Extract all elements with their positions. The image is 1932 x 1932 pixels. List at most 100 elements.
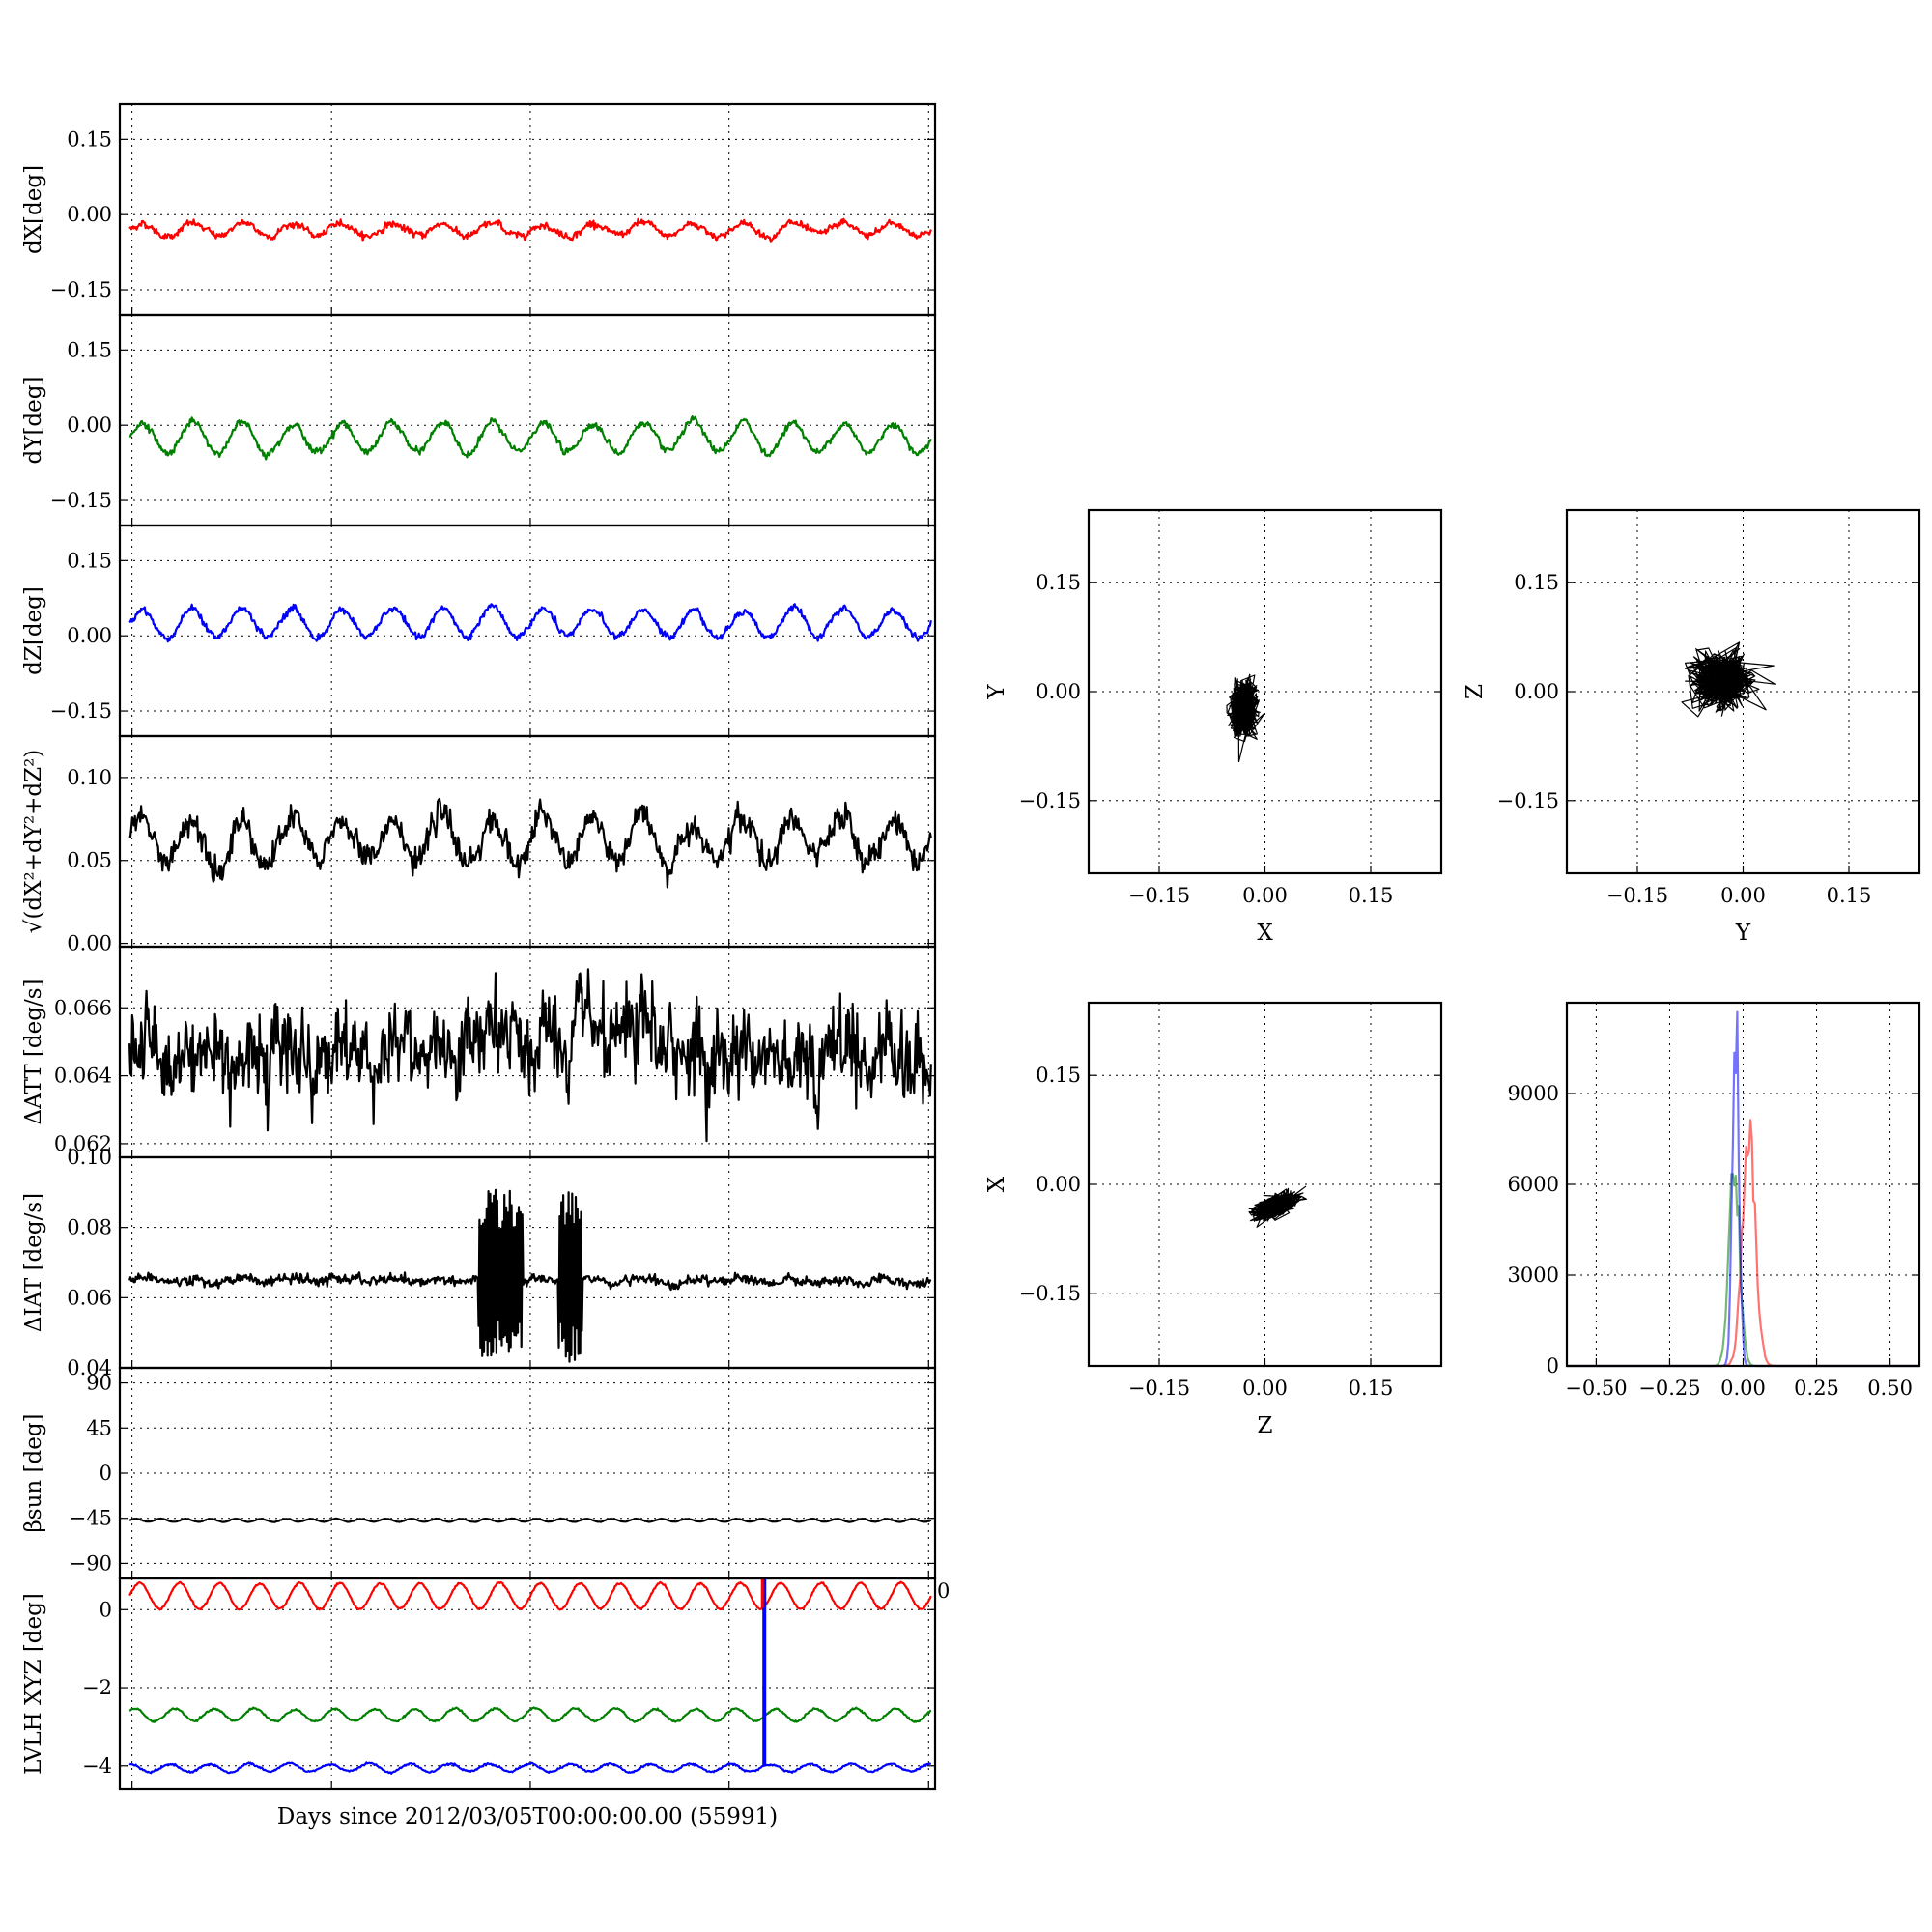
series-line-beta-0 bbox=[128, 1517, 932, 1523]
y-tick-label: −4 bbox=[82, 1754, 112, 1777]
y-tick-label: 0.00 bbox=[67, 203, 112, 226]
y-tick-label: −0.15 bbox=[50, 699, 112, 723]
y-tick-label: −45 bbox=[70, 1507, 112, 1530]
y-tick-label: 6000 bbox=[1508, 1173, 1559, 1196]
series-line-diat-0 bbox=[128, 1188, 932, 1363]
panel-yz: 0.15 0.00 −0.15 −0.15 0.00 0.15 Z Y bbox=[1463, 508, 1921, 946]
y-tick-label: 0.15 bbox=[1514, 571, 1559, 594]
y-axis-label: dZ[deg] bbox=[21, 586, 46, 675]
y-tick-label: −90 bbox=[70, 1551, 112, 1575]
axes-frame bbox=[118, 1155, 937, 1370]
y-tick-label: 0.15 bbox=[67, 549, 112, 572]
panel-norm: 0.10 0.05 0.00 √(dX²+dY²+dZ²) bbox=[21, 734, 937, 955]
y-axis-label: βsun [deg] bbox=[21, 1413, 46, 1532]
y-axis-label: ΔATT [deg/s] bbox=[21, 980, 46, 1125]
y-tick-label: 0.062 bbox=[54, 1132, 112, 1155]
axes-frame bbox=[118, 734, 937, 949]
panel-xy: 0.15 0.00 −0.15 −0.15 0.00 0.15 Y X bbox=[984, 508, 1443, 946]
y-axis-label: ΔIAT [deg/s] bbox=[21, 1193, 46, 1332]
y-axis-label: √(dX²+dY²+dZ²) bbox=[21, 750, 46, 934]
y-tick-label: 45 bbox=[86, 1416, 112, 1439]
series-line-dX-0 bbox=[128, 217, 932, 243]
y-tick-label: 0.04 bbox=[67, 1356, 112, 1379]
panel-dX: 0.15 0.00 −0.15 dX[deg] bbox=[21, 102, 937, 317]
panel-datt: 0.066 0.064 0.062 ΔATT [deg/s] bbox=[21, 945, 937, 1159]
x-tick-label: 0.00 bbox=[1720, 884, 1766, 907]
y-tick-label: −0.15 bbox=[1019, 1282, 1081, 1305]
y-axis-label: X bbox=[984, 1176, 1009, 1192]
series-line-norm-0 bbox=[128, 797, 932, 889]
y-tick-label: 0.064 bbox=[54, 1065, 112, 1088]
panel-dY: 0.15 0.00 −0.15 dY[deg] bbox=[21, 313, 937, 527]
x-tick-label: −0.15 bbox=[1606, 884, 1668, 907]
y-tick-label: 0.00 bbox=[67, 624, 112, 647]
y-axis-label: dY[deg] bbox=[21, 377, 46, 465]
x-tick-label: 0.50 bbox=[1867, 1377, 1913, 1400]
y-tick-label: 0.00 bbox=[1036, 1173, 1081, 1196]
y-axis-label: Z bbox=[1463, 684, 1488, 699]
x-tick-label: −0.25 bbox=[1638, 1377, 1700, 1400]
y-tick-label: 0.066 bbox=[54, 996, 112, 1019]
x-tick-label: 0.00 bbox=[1242, 884, 1288, 907]
axes-frame bbox=[1087, 1001, 1443, 1368]
axes-frame bbox=[1087, 508, 1443, 875]
y-tick-label: 0.08 bbox=[67, 1216, 112, 1239]
x-tick-label: 0.15 bbox=[1349, 1377, 1394, 1400]
y-axis-label: LVLH XYZ [deg] bbox=[21, 1593, 46, 1775]
x-tick-label: 0.15 bbox=[1349, 884, 1394, 907]
y-tick-label: 0.15 bbox=[67, 338, 112, 361]
y-tick-label: −0.15 bbox=[50, 278, 112, 301]
series-line-dY-0 bbox=[128, 415, 932, 461]
y-tick-label: 0.00 bbox=[1514, 680, 1559, 703]
y-tick-label: 0 bbox=[99, 1462, 112, 1485]
y-tick-label: 0.10 bbox=[67, 766, 112, 789]
y-tick-label: −0.15 bbox=[1019, 789, 1081, 812]
x-tick-label: 0.25 bbox=[1794, 1377, 1839, 1400]
scatter-trace-xy bbox=[1226, 673, 1265, 763]
series-line-lvlh-1 bbox=[128, 1706, 932, 1723]
y-tick-label: 0.00 bbox=[67, 932, 112, 955]
axes-frame bbox=[1565, 508, 1921, 875]
y-tick-label: 0 bbox=[1547, 1354, 1559, 1378]
y-tick-label: 0.15 bbox=[1036, 1064, 1081, 1087]
x-axis-label: X bbox=[1257, 921, 1273, 946]
series-line-lvlh-0 bbox=[128, 1580, 932, 1611]
y-tick-label: 0 bbox=[99, 1598, 112, 1621]
x-axis-label: Z bbox=[1258, 1413, 1273, 1438]
series-line-dZ-0 bbox=[128, 603, 932, 643]
y-axis-label: Y bbox=[984, 684, 1009, 700]
panels-layer: 0.15 0.00 −0.15 dX[deg] 0.15 0.00 −0.15 dY[deg]… bbox=[21, 102, 1921, 1791]
panel-zx: 0.15 0.00 −0.15 −0.15 0.00 0.15 X Z bbox=[984, 1001, 1443, 1438]
y-tick-label: 0.00 bbox=[67, 413, 112, 437]
x-tick-label: −0.15 bbox=[1128, 1377, 1190, 1400]
axes-frame bbox=[1565, 1001, 1921, 1368]
x-tick-label: 0.15 bbox=[1827, 884, 1872, 907]
y-tick-label: 0.15 bbox=[67, 128, 112, 151]
y-tick-label: 0.15 bbox=[1036, 571, 1081, 594]
figure-x-axis-label: Days since 2012/03/05T00:00:00.00 (55991… bbox=[277, 1804, 778, 1830]
x-tick-label: −0.50 bbox=[1565, 1377, 1627, 1400]
panel-hist: 9000 6000 3000 0 −0.50 −0.25 0.00 0.25 0.50 bbox=[1508, 1001, 1921, 1400]
series-line-lvlh-2 bbox=[128, 1761, 931, 1775]
y-tick-label: 9000 bbox=[1508, 1082, 1559, 1105]
axes-frame bbox=[118, 524, 937, 738]
series-line-datt-0 bbox=[128, 968, 932, 1143]
y-tick-label: 0.05 bbox=[67, 849, 112, 872]
x-tick-label: 0.00 bbox=[1720, 1377, 1766, 1400]
corner-tick-label: 0 bbox=[937, 1579, 950, 1603]
y-tick-label: 0.10 bbox=[67, 1146, 112, 1169]
x-tick-label: 0.00 bbox=[1242, 1377, 1288, 1400]
y-tick-label: −0.15 bbox=[50, 489, 112, 512]
y-tick-label: 0.06 bbox=[67, 1286, 112, 1309]
scatter-trace-yz bbox=[1681, 641, 1776, 718]
panel-lvlh: 0 −2 −4 0 LVLH XYZ [deg] bbox=[21, 1577, 950, 1791]
axes-frame bbox=[118, 102, 937, 317]
x-tick-label: −0.15 bbox=[1128, 884, 1190, 907]
panel-diat: 0.10 0.08 0.06 0.04 ΔIAT [deg/s] bbox=[21, 1146, 937, 1379]
x-axis-label: Y bbox=[1735, 921, 1751, 946]
y-axis-label: dX[deg] bbox=[21, 165, 46, 254]
panel-beta: 90 45 0 −45 −90 βsun [deg] bbox=[21, 1366, 937, 1580]
y-tick-label: −0.15 bbox=[1497, 789, 1559, 812]
